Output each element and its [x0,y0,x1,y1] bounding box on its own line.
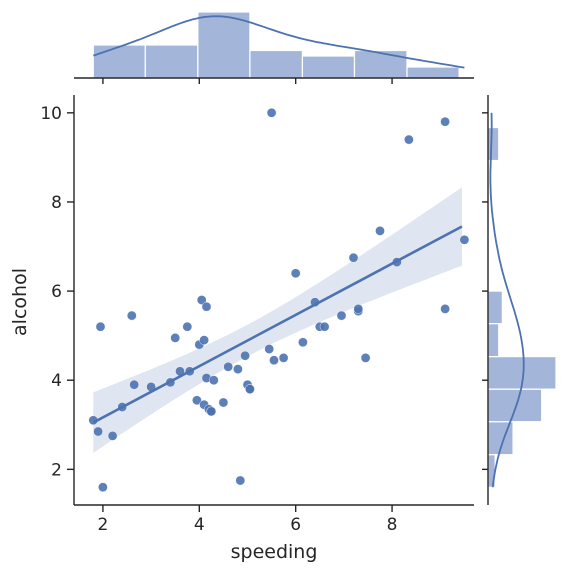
scatter-point [266,108,277,118]
y-hist-bar [487,290,503,325]
y-tick-label: 10 [40,104,62,124]
scatter-point [107,431,118,441]
scatter-point [440,304,450,314]
x-hist-bar [301,55,356,79]
scatter-point [278,353,289,363]
y-tick-label: 4 [51,371,62,391]
regression-line [92,225,463,424]
scatter-point [360,353,371,363]
scatter-point [404,134,414,145]
y-tick-label: 2 [51,460,62,480]
y-tick-label: 8 [51,193,62,213]
scatter-point [240,350,250,361]
scatter-point [348,252,359,263]
scatter-point [459,234,470,245]
y-axis-label: alcohol [9,268,31,336]
scatter-point [375,226,385,236]
scatter-point [98,482,108,493]
scatter-point [182,321,193,332]
y-hist-bar [487,388,543,423]
x-hist-bar [249,49,304,79]
x-hist-bar [353,49,408,79]
scatter-plot-area: 2 4 6 8 2 4 6 8 10 [40,95,474,535]
x-tick-label: 4 [194,515,205,535]
scatter-point [201,301,212,312]
scatter-point [93,426,103,437]
x-tick-label: 8 [387,515,398,535]
x-tick-label: 2 [98,515,109,535]
scatter-point [223,361,233,372]
scatter-point [440,116,450,127]
x-hist-bar [92,44,146,79]
confidence-band [93,187,463,453]
scatter-point [192,395,202,406]
x-kde-curve [93,15,465,69]
y-tick-label: 6 [51,282,62,302]
y-hist-bar [487,323,500,358]
scatter-point [290,268,301,279]
scatter-point [269,355,279,366]
scatter-point [233,364,243,374]
scatter-point [245,384,255,394]
scatter-point [196,295,207,305]
scatter-point [298,337,308,348]
x-hist-bar [406,66,460,79]
y-kde-curve [489,112,525,488]
scatter-point [199,335,209,345]
scatter-point [336,310,347,321]
scatter-point [127,310,137,321]
marginal-x-histogram [74,11,474,84]
scatter-point [170,333,180,343]
y-hist-bar [487,126,500,162]
scatter-point [95,321,106,332]
scatter-point [206,406,217,417]
scatter-point [319,321,330,332]
x-hist-bar [144,44,199,79]
marginal-y-histogram [482,95,557,505]
scatter-point [264,344,275,354]
scatter-point [353,304,364,314]
x-tick-label: 6 [290,515,301,535]
scatter-point [208,375,219,386]
scatter-point [129,379,139,390]
scatter-point [235,475,246,486]
x-hist-bar [197,11,251,79]
scatter-point [218,397,229,408]
x-axis-label: speeding [231,541,318,563]
